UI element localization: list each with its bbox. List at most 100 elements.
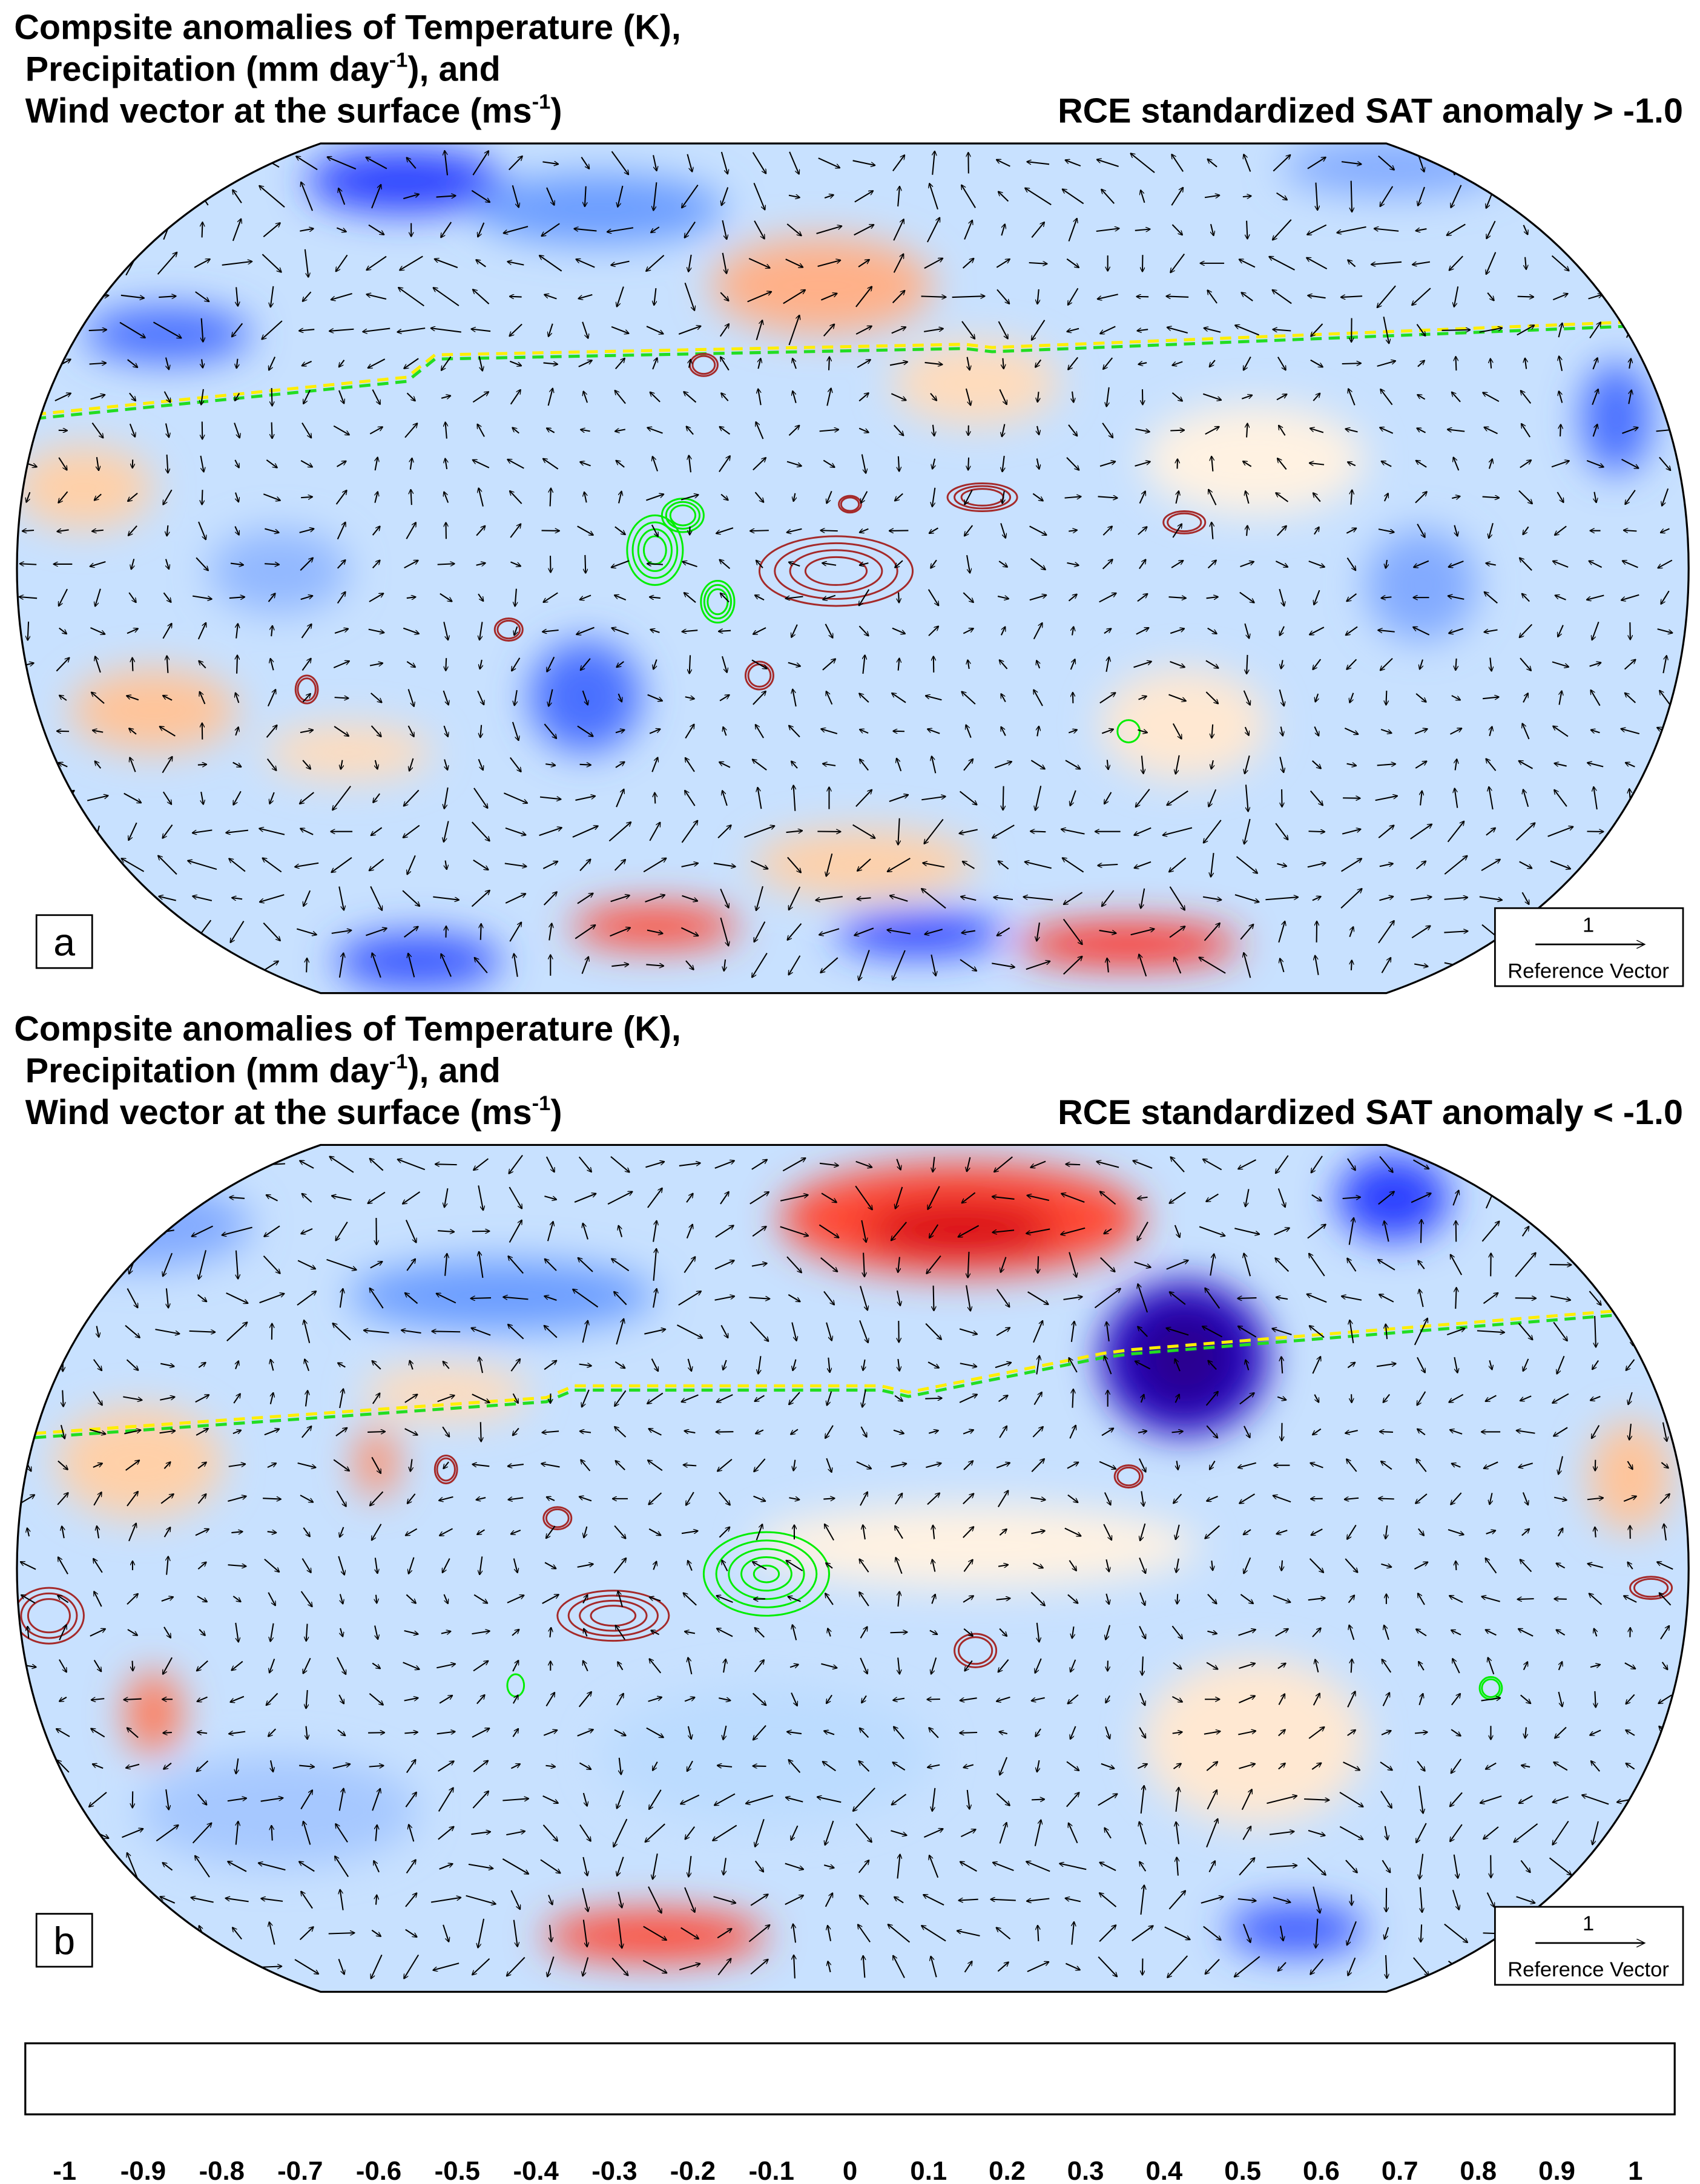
wind-vector xyxy=(932,487,936,507)
wind-vector xyxy=(965,388,970,406)
wind-vector xyxy=(1454,151,1458,175)
wind-vector xyxy=(1452,392,1461,403)
wind-vector xyxy=(510,561,521,566)
wind-vector xyxy=(1243,461,1252,467)
wind-vector xyxy=(410,490,411,505)
anomaly-region xyxy=(892,341,1059,425)
anomaly-region xyxy=(1135,1309,1233,1407)
wind-vector xyxy=(91,898,105,900)
precip-positive-contour xyxy=(1162,510,1207,534)
wind-vector xyxy=(16,830,42,834)
wind-vector xyxy=(720,493,728,501)
wind-vector xyxy=(1626,1227,1633,1235)
wind-vector xyxy=(406,392,415,401)
wind-vector xyxy=(750,530,769,531)
wind-vector xyxy=(895,560,903,568)
wind-vector xyxy=(473,460,490,469)
wind-vector xyxy=(1037,458,1039,469)
wind-vector xyxy=(504,226,529,233)
wind-vector xyxy=(1135,428,1149,432)
wind-vector xyxy=(236,492,239,502)
wind-vector xyxy=(27,851,29,879)
anomaly-region xyxy=(1142,404,1366,516)
wind-vector xyxy=(614,526,625,534)
wind-vector xyxy=(854,225,874,236)
wind-vector xyxy=(96,1254,100,1275)
wind-vector xyxy=(1308,295,1326,299)
precip-negative-contour xyxy=(707,588,729,616)
wind-vector xyxy=(1517,325,1535,336)
wind-vector xyxy=(406,522,416,539)
wind-vector xyxy=(1592,889,1599,907)
wind-vector xyxy=(650,392,661,403)
wind-vector xyxy=(508,156,522,171)
wind-vector xyxy=(339,360,345,367)
precip-negative-contour xyxy=(1116,719,1141,743)
wind-vector xyxy=(94,951,103,979)
wind-vector xyxy=(652,358,657,370)
wind-vector xyxy=(1273,155,1290,172)
wind-vector xyxy=(129,423,135,437)
wind-vector xyxy=(543,459,559,470)
wind-vector xyxy=(1550,1154,1570,1175)
panel-a-title: Compsite anomalies of Temperature (K), P… xyxy=(14,8,1683,130)
wind-vector xyxy=(996,259,1010,268)
wind-vector xyxy=(51,791,74,807)
wind-vector xyxy=(473,289,490,304)
wind-vector xyxy=(1139,559,1146,570)
wind-vector xyxy=(1273,219,1292,240)
wind-vector xyxy=(1594,492,1596,502)
wind-vector xyxy=(719,456,730,472)
wind-vector xyxy=(1660,1763,1670,1770)
wind-vector xyxy=(337,522,346,540)
wind-vector xyxy=(1244,357,1251,370)
wind-vector xyxy=(127,1896,139,1904)
anomaly-region xyxy=(125,1671,182,1755)
wind-vector xyxy=(1101,189,1115,204)
wind-vector xyxy=(1558,323,1563,338)
wind-vector xyxy=(893,254,904,273)
wind-vector xyxy=(753,458,766,471)
wind-vector xyxy=(576,259,595,268)
wind-vector xyxy=(163,1732,172,1733)
wind-vector xyxy=(1311,323,1323,337)
anomaly-region xyxy=(1226,1904,1366,1955)
wind-vector xyxy=(925,1398,942,1399)
wind-vector xyxy=(1585,1228,1605,1234)
wind-vector xyxy=(615,429,626,431)
wind-vector xyxy=(1348,389,1356,406)
wind-vector xyxy=(232,190,242,203)
wind-vector xyxy=(820,530,838,531)
wind-vector xyxy=(754,492,764,502)
wind-vector xyxy=(1625,1822,1634,1843)
wind-vector xyxy=(967,357,970,370)
wind-vector xyxy=(92,259,103,268)
wind-vector xyxy=(1552,185,1568,208)
panel-label-text: b xyxy=(53,1919,75,1962)
wind-vector xyxy=(1624,892,1637,904)
wind-vector xyxy=(758,389,762,406)
wind-vector xyxy=(1417,524,1425,538)
wind-vector xyxy=(165,357,169,370)
wind-vector xyxy=(719,560,731,570)
wind-vector xyxy=(578,294,593,298)
wind-vector xyxy=(1616,193,1644,200)
wind-vector xyxy=(62,1390,63,1407)
wind-vector xyxy=(1380,186,1394,206)
wind-vector xyxy=(398,288,424,307)
anomaly-region xyxy=(571,905,739,947)
wind-vector xyxy=(1103,357,1113,369)
wind-vector xyxy=(817,260,841,267)
wind-vector xyxy=(1592,358,1597,370)
wind-vector xyxy=(826,490,832,503)
wind-vector xyxy=(234,459,239,468)
wind-vector xyxy=(1552,294,1567,301)
wind-vector xyxy=(1623,824,1637,838)
wind-vector xyxy=(581,156,589,169)
wind-vector xyxy=(1208,490,1217,505)
precip-positive-contour xyxy=(789,549,883,593)
wind-vector xyxy=(24,1817,34,1848)
wind-vector xyxy=(756,422,764,439)
wind-vector xyxy=(24,761,33,769)
wind-vector xyxy=(1455,357,1456,371)
